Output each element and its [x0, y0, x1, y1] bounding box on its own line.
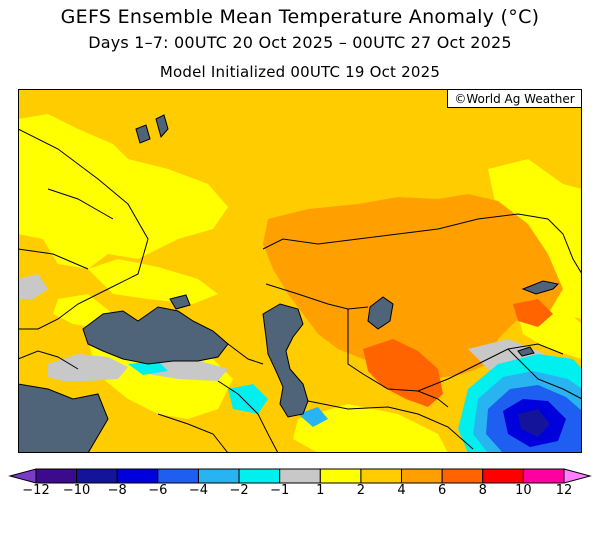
colorbar-bin — [116, 468, 159, 484]
model-init-time: Model Initialized 00UTC 19 Oct 2025 — [159, 63, 441, 81]
colorbar-bin — [35, 468, 78, 484]
water-issyk-kul — [517, 346, 535, 357]
anomaly-zone-4to6 — [263, 194, 563, 379]
colorbar-bin — [238, 468, 281, 484]
colorbar-bin — [197, 468, 240, 484]
water-lake-onega — [155, 114, 169, 139]
anomaly-zone-1to2-iran — [293, 404, 448, 453]
anomaly-zone-1to2-baltic — [18, 184, 53, 224]
colorbar-bin — [441, 468, 484, 484]
anomaly-zone-cold-caucasus — [298, 407, 328, 427]
colorbar-bin — [279, 468, 321, 484]
credit-label: ©World Ag Weather — [447, 90, 581, 108]
colorbar-tick-label: 12 — [555, 483, 573, 498]
anomaly-zone-1to2-northwest — [18, 114, 228, 269]
colorbar-bin — [76, 468, 118, 484]
colorbar-tick-label: 6 — [438, 483, 447, 498]
colorbar-tick-label: 2 — [356, 483, 366, 498]
colorbar-bin — [360, 468, 403, 484]
colorbar-tick-label: −12 — [22, 483, 50, 498]
colorbar-tick-label: −2 — [229, 483, 249, 498]
forecast-period: Days 1–7: 00UTC 20 Oct 2025 – 00UTC 27 O… — [88, 33, 512, 52]
anomaly-map — [18, 89, 582, 453]
colorbar-tick-label: −6 — [148, 483, 168, 498]
colorbar-bin — [157, 468, 199, 484]
water-lake-ladoga — [135, 124, 151, 144]
colorbar-bin — [563, 468, 592, 484]
colorbar-bin — [522, 468, 565, 484]
map-title: GEFS Ensemble Mean Temperature Anomaly (… — [60, 6, 540, 28]
colorbar-tick-label: −10 — [62, 483, 91, 498]
colorbar-bin — [8, 468, 37, 484]
anomaly-zone-neutral-balkans — [48, 354, 128, 381]
colorbar-bin — [319, 468, 362, 484]
colorbar-tick-label: −1 — [270, 483, 290, 498]
anomaly-zone-neutral-west — [18, 274, 48, 299]
colorbar-bin — [482, 468, 524, 484]
country-borders — [18, 128, 582, 453]
map-frame — [18, 89, 582, 453]
water-aral-sea — [367, 296, 394, 330]
water-sea-of-azov — [169, 294, 191, 310]
water-mediterranean — [18, 383, 109, 453]
water-lake-balkhash — [521, 280, 560, 295]
colorbar-bin — [401, 468, 443, 484]
anomaly-zone-6to8-east — [513, 299, 553, 327]
anomaly-zone-6to8 — [363, 339, 443, 407]
anomaly-zone-1to2-central — [88, 259, 218, 304]
colorbar-tick-label: −4 — [188, 483, 209, 498]
anomaly-zone-cold-black-sea-south — [128, 361, 168, 375]
anomaly-zone-cold-anatolia — [228, 384, 268, 414]
colorbar — [8, 468, 592, 484]
colorbar-tick-label: 10 — [515, 483, 532, 498]
colorbar-tick-label: −8 — [107, 483, 127, 498]
colorbar-tick-label: 4 — [397, 483, 406, 498]
colorbar-tick-label: 8 — [478, 483, 487, 498]
anomaly-zone-cold-tibet-extreme — [518, 409, 550, 437]
colorbar-tick-label: 1 — [316, 483, 325, 498]
